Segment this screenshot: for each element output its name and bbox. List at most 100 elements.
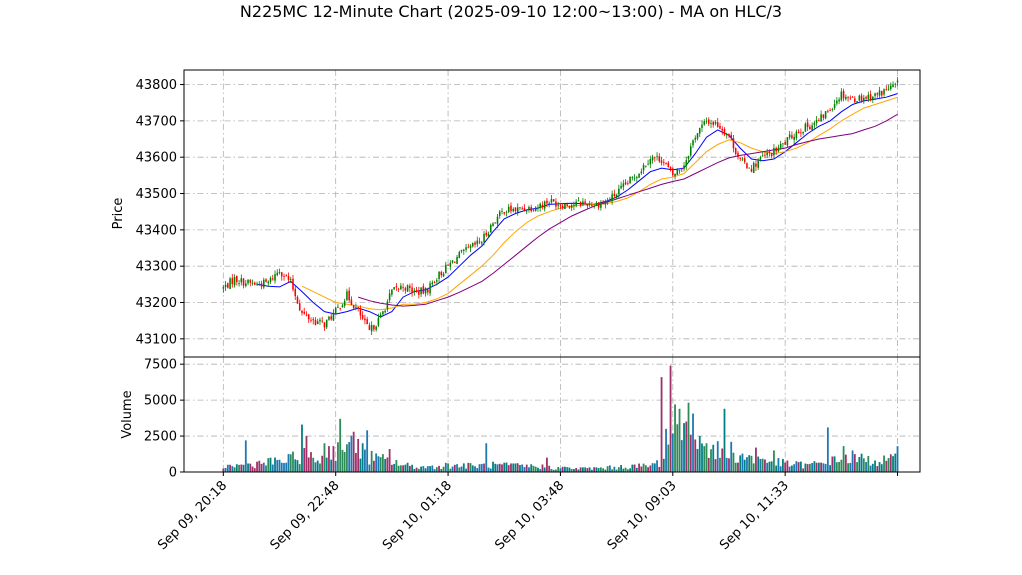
volume-bar — [357, 438, 360, 472]
candle-body — [575, 201, 577, 206]
price-tick-label: 43100 — [136, 332, 177, 347]
volume-bars — [222, 365, 899, 472]
candle-body — [660, 160, 663, 163]
volume-bar — [370, 450, 373, 472]
volume-bar — [507, 465, 510, 472]
volume-bar — [462, 463, 465, 472]
volume-bar — [377, 456, 380, 472]
volume-bar — [235, 464, 238, 472]
volume-bar — [543, 467, 546, 472]
candle-body — [271, 278, 274, 280]
volume-bar — [390, 464, 393, 472]
volume-bar — [622, 468, 625, 472]
volume-bar — [880, 464, 883, 472]
volume-bar — [743, 459, 746, 472]
candle-body — [388, 293, 391, 301]
volume-bar — [840, 459, 843, 472]
candle-body — [429, 283, 431, 294]
candle-body — [741, 158, 744, 160]
candle-body — [845, 96, 847, 100]
candle-body — [564, 203, 566, 209]
candle-body — [456, 256, 458, 264]
price-y-axis: 43100 43200 43300 43400 43500 43600 43700 43800 — [136, 78, 184, 347]
volume-bar — [222, 468, 225, 472]
candle-body — [600, 203, 602, 208]
volume-bar — [730, 441, 733, 472]
volume-bar — [889, 454, 892, 472]
volume-bar — [683, 423, 685, 472]
candle-body — [537, 207, 539, 209]
volume-bar — [831, 456, 834, 472]
candle-body — [842, 91, 845, 99]
volume-bar — [851, 450, 854, 472]
volume-bar — [532, 465, 535, 472]
volume-bar — [716, 441, 719, 472]
volume-bar — [332, 446, 335, 472]
volume-bar — [858, 457, 861, 472]
volume-bar — [667, 444, 670, 472]
volume-bar — [597, 468, 600, 472]
candle-body — [757, 160, 759, 168]
volume-bar — [829, 465, 832, 472]
candle-body — [894, 83, 897, 85]
volume-bar — [233, 467, 236, 472]
candle-body — [494, 222, 497, 224]
candle-body — [559, 205, 562, 207]
candle-body — [330, 316, 332, 320]
volume-bar — [871, 463, 874, 472]
price-tick-label: 43400 — [136, 223, 177, 238]
candle-body — [678, 169, 681, 171]
candle-body — [352, 305, 355, 309]
candle-body — [573, 204, 575, 206]
volume-bar — [244, 440, 247, 472]
volume-bar — [321, 455, 324, 472]
candle-body — [332, 312, 335, 321]
volume-bar — [530, 464, 533, 472]
volume-bar — [867, 456, 870, 472]
volume-bar — [260, 463, 263, 472]
volume-y-axis: 0 2500 5000 7500 — [144, 358, 184, 481]
volume-bar — [647, 467, 649, 472]
candle-body — [863, 97, 865, 102]
candle-body — [680, 168, 683, 170]
volume-bar — [674, 404, 676, 472]
candle-body — [478, 241, 481, 243]
volume-bar — [350, 435, 353, 472]
candle-body — [222, 287, 225, 289]
candle-body — [278, 272, 281, 273]
volume-bar — [604, 469, 607, 472]
volume-panel: 0 2500 5000 7500 Volume — [120, 356, 921, 481]
candle-body — [725, 133, 728, 136]
price-tick-label: 43300 — [136, 260, 177, 275]
x-tick-label: Sep 10, 01:18 — [380, 478, 455, 553]
candle-body — [743, 158, 746, 163]
candle-body — [705, 120, 708, 122]
candle-body — [611, 194, 613, 202]
candle-body — [613, 193, 616, 197]
candle-body — [892, 84, 894, 88]
candle-body — [469, 245, 472, 248]
price-panel: 43100 43200 43300 43400 43500 43600 43700 43800… — [111, 69, 921, 358]
candle-body — [582, 201, 584, 205]
volume-bar — [552, 469, 555, 472]
volume-bar — [887, 458, 890, 472]
volume-bar — [496, 464, 499, 472]
candle-body — [694, 137, 697, 140]
candle-body — [337, 306, 339, 308]
volume-bar — [537, 467, 539, 472]
candle-body — [395, 286, 398, 288]
volume-bar — [476, 468, 479, 472]
candle-body — [579, 201, 582, 206]
volume-bar — [404, 464, 407, 472]
volume-bar — [692, 413, 694, 472]
candle-body — [640, 171, 643, 174]
volume-bar — [310, 452, 312, 472]
volume-bar — [229, 464, 231, 472]
candle-body — [507, 206, 510, 213]
volume-bar — [791, 465, 793, 472]
volume-bar — [773, 450, 775, 472]
volume-grid — [184, 357, 920, 473]
volume-bar — [364, 449, 366, 472]
volume-bar — [629, 468, 631, 472]
candle-body — [427, 289, 429, 293]
